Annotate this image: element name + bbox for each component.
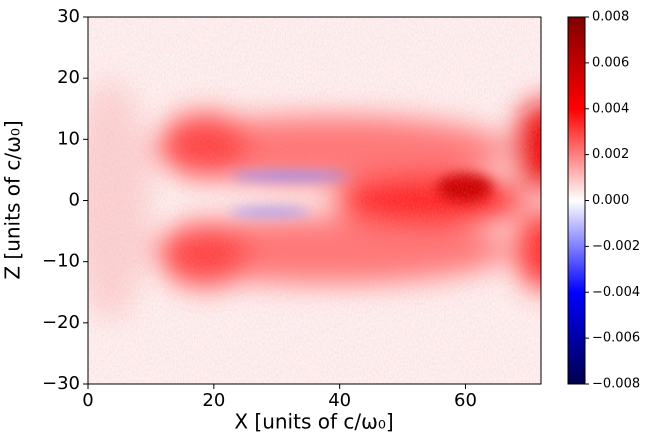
- y-tick-label: 20: [57, 67, 80, 88]
- y-tick-label: 30: [57, 6, 80, 27]
- colorbar-tick-label: 0.008: [592, 10, 629, 25]
- y-tick-label: −30: [42, 373, 80, 394]
- colorbar-tick-label: −0.004: [592, 285, 640, 300]
- x-tick-label: 0: [82, 390, 93, 411]
- x-tick-label: 40: [328, 390, 351, 411]
- colorbar-tick-label: 0.006: [592, 55, 629, 70]
- y-tick-label: −20: [42, 312, 80, 333]
- colorbar-tick-label: −0.006: [592, 331, 640, 346]
- x-tick-label: 60: [454, 390, 477, 411]
- colorbar-tick-label: −0.008: [592, 377, 640, 392]
- colorbar-tick-label: 0.004: [592, 101, 629, 116]
- y-axis-label: Z [units of c/ω₀]: [1, 120, 25, 279]
- colorbar-tick-label: 0.000: [592, 193, 629, 208]
- colorbar-tick-label: 0.002: [592, 147, 629, 162]
- y-tick-label: −10: [42, 251, 80, 272]
- x-axis-label: X [units of c/ω₀]: [234, 410, 393, 434]
- y-tick-label: 10: [57, 128, 80, 149]
- x-tick-label: 20: [202, 390, 225, 411]
- y-tick-label: 0: [69, 190, 80, 211]
- colorbar-tick-label: −0.002: [592, 239, 640, 254]
- field: [88, 17, 541, 384]
- colorbar: [567, 16, 586, 385]
